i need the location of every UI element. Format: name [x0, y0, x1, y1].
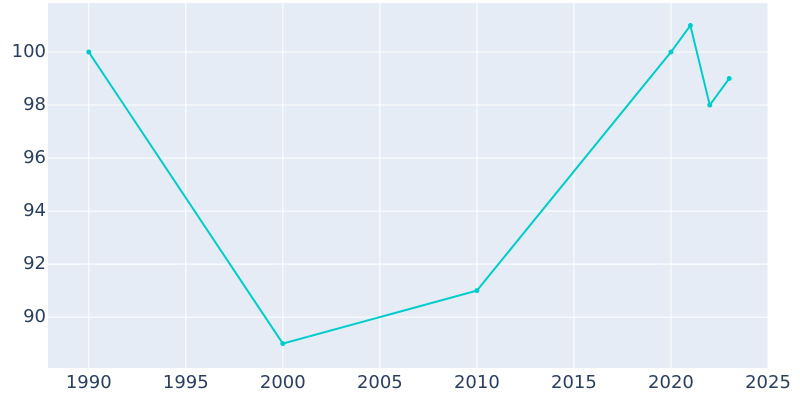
plot-background: [48, 3, 768, 368]
y-tick-label: 100: [12, 41, 46, 62]
x-tick-label: 1990: [66, 372, 112, 393]
x-tick-label: 2015: [551, 372, 597, 393]
data-point: [280, 341, 286, 347]
y-tick-label: 90: [23, 306, 46, 327]
data-point: [726, 76, 732, 82]
y-tick-label: 94: [23, 200, 46, 221]
data-point: [474, 288, 480, 294]
y-tick-label: 96: [23, 147, 46, 168]
y-tick-label: 98: [23, 94, 46, 115]
data-point: [668, 49, 674, 55]
x-tick-label: 1995: [163, 372, 209, 393]
x-tick-label: 2020: [648, 372, 694, 393]
y-tick-label: 92: [23, 253, 46, 274]
x-tick-label: 2010: [454, 372, 500, 393]
x-tick-label: 2000: [260, 372, 306, 393]
data-point: [86, 49, 92, 55]
x-tick-label: 2025: [745, 372, 791, 393]
x-tick-label: 2005: [357, 372, 403, 393]
data-point: [687, 23, 693, 29]
data-point: [707, 102, 713, 108]
